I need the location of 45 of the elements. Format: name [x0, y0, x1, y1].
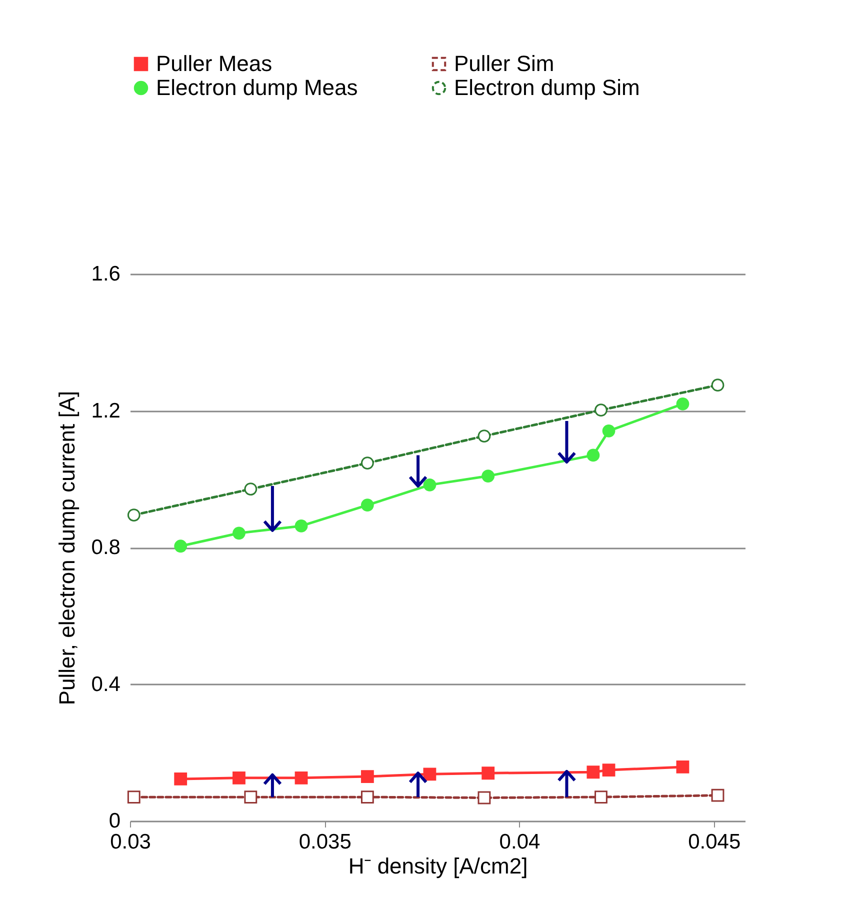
point [602, 424, 616, 438]
x-tick-label: 0.035 [298, 830, 352, 854]
x-tick-label: 0.04 [499, 830, 540, 854]
point [482, 766, 495, 780]
point [423, 768, 436, 781]
x-axis-title: H⁻ density [A/cm2] [348, 854, 528, 878]
y-tick-label: 1.6 [91, 262, 120, 286]
point [594, 404, 608, 417]
y-tick-label: 0 [108, 810, 120, 832]
point [244, 482, 258, 496]
point [174, 772, 188, 786]
y-tick-label: 0.4 [91, 672, 121, 696]
point [594, 790, 608, 804]
point [360, 456, 374, 470]
y-axis-title: Puller, electron dump current [A] [54, 390, 80, 706]
point [232, 526, 246, 540]
point [360, 790, 374, 804]
point [676, 397, 690, 410]
point [244, 790, 258, 804]
point [711, 378, 724, 392]
point [232, 771, 246, 784]
point [360, 498, 374, 512]
y-tick-label: 1.2 [91, 399, 120, 422]
point [294, 520, 308, 532]
point [478, 430, 491, 442]
y-tick-label: 0.8 [91, 536, 120, 559]
point [602, 764, 616, 777]
point [423, 478, 436, 492]
point [711, 788, 724, 802]
legend-label: Puller Sim [454, 51, 554, 76]
point [174, 540, 188, 553]
point [478, 791, 491, 804]
x-tick-label: 0.03 [110, 830, 151, 854]
x-tick-label: 0.045 [688, 830, 741, 854]
legend-label: Puller Meas [156, 51, 272, 76]
point [676, 760, 690, 774]
point [586, 448, 600, 462]
point [482, 470, 495, 482]
point [294, 771, 308, 784]
point [586, 766, 600, 779]
legend-label: Electron dump Meas [156, 75, 358, 100]
point [360, 770, 374, 784]
legend-label: Electron dump Sim [454, 75, 640, 100]
point [127, 508, 140, 522]
point [127, 790, 140, 804]
